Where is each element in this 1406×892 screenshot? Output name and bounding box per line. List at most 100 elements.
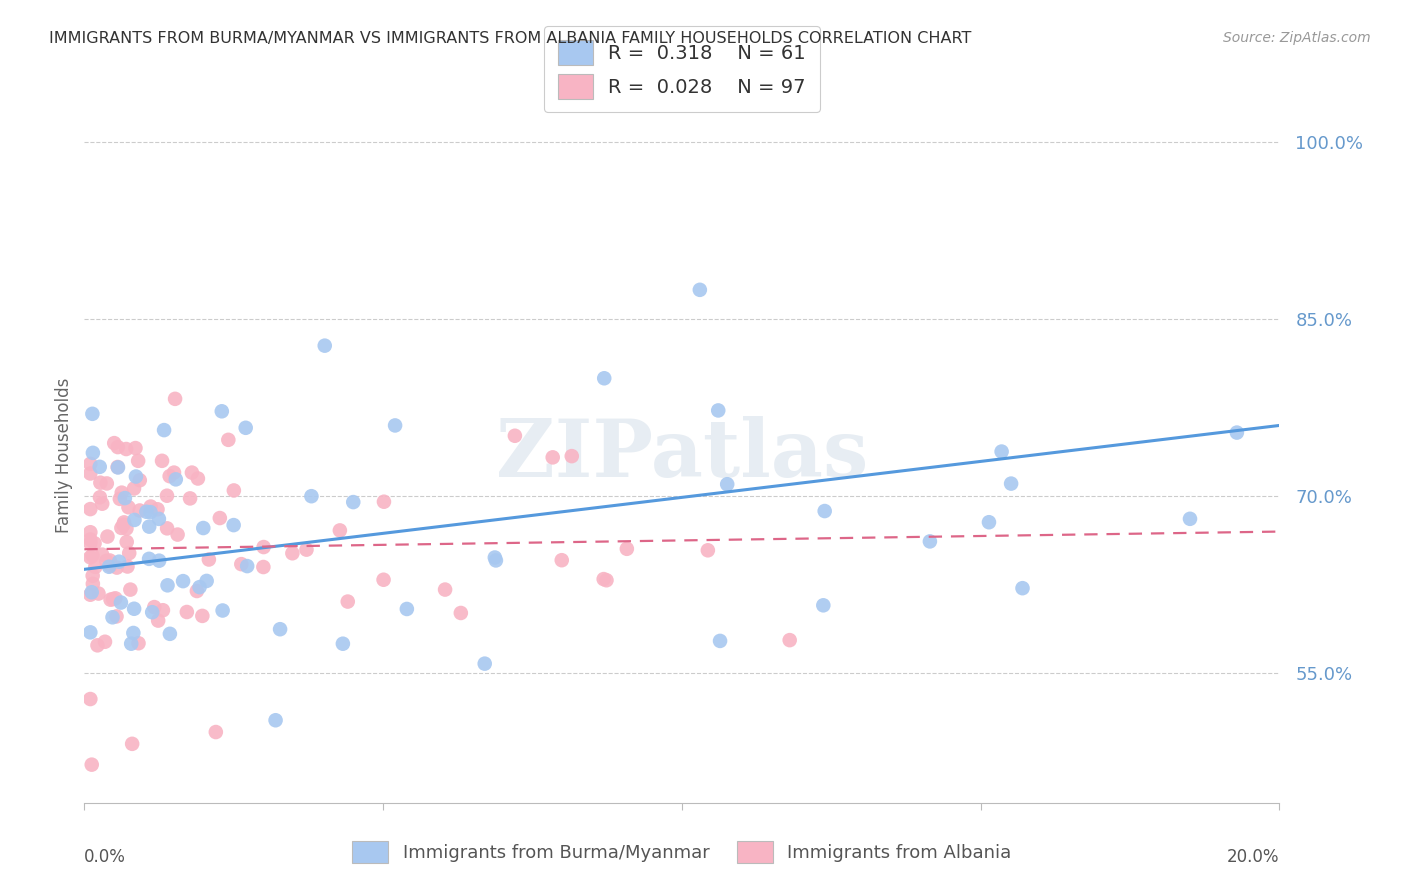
Point	[120, 637, 142, 651]
Point	[98, 553, 121, 567]
Point	[181, 466, 204, 480]
Point	[689, 283, 711, 297]
Point	[79, 588, 101, 602]
Point	[96, 476, 118, 491]
Point	[110, 521, 132, 535]
Point	[176, 605, 198, 619]
Point	[918, 534, 941, 549]
Y-axis label: Family Households: Family Households	[55, 377, 73, 533]
Point	[165, 472, 187, 486]
Point	[503, 429, 526, 443]
Point	[222, 518, 245, 533]
Point	[86, 638, 108, 652]
Point	[990, 444, 1012, 458]
Point	[105, 560, 128, 574]
Point	[191, 608, 214, 623]
Point	[193, 521, 215, 535]
Point	[80, 585, 103, 599]
Point	[139, 500, 162, 514]
Point	[165, 392, 187, 406]
Point	[235, 421, 257, 435]
Point	[264, 713, 287, 727]
Point	[314, 339, 336, 353]
Point	[82, 407, 104, 421]
Point	[541, 450, 564, 465]
Point	[551, 553, 574, 567]
Point	[107, 460, 129, 475]
Point	[332, 637, 354, 651]
Point	[108, 555, 131, 569]
Point	[121, 737, 143, 751]
Point	[100, 592, 122, 607]
Point	[166, 527, 188, 541]
Point	[561, 449, 583, 463]
Point	[395, 602, 418, 616]
Point	[236, 559, 259, 574]
Point	[198, 552, 221, 566]
Point	[100, 558, 122, 573]
Point	[1178, 512, 1201, 526]
Point	[709, 634, 731, 648]
Point	[253, 540, 276, 554]
Point	[91, 497, 114, 511]
Point	[128, 473, 150, 487]
Point	[94, 634, 117, 648]
Point	[148, 512, 170, 526]
Point	[696, 543, 718, 558]
Point	[135, 505, 157, 519]
Point	[124, 441, 146, 455]
Point	[138, 519, 160, 533]
Point	[616, 541, 638, 556]
Point	[101, 592, 124, 607]
Point	[716, 477, 738, 491]
Point	[179, 491, 201, 506]
Point	[172, 574, 194, 588]
Point	[485, 553, 508, 567]
Point	[79, 533, 101, 547]
Point	[329, 524, 352, 538]
Point	[295, 542, 318, 557]
Point	[107, 460, 129, 475]
Point	[384, 418, 406, 433]
Point	[82, 576, 104, 591]
Point	[96, 554, 118, 568]
Point	[707, 403, 730, 417]
Point	[779, 633, 801, 648]
Point	[79, 536, 101, 550]
Point	[150, 454, 173, 468]
Point	[125, 469, 148, 483]
Text: ZIPatlas: ZIPatlas	[496, 416, 868, 494]
Point	[122, 482, 145, 496]
Point	[434, 582, 457, 597]
Point	[143, 600, 166, 615]
Point	[595, 573, 617, 587]
Point	[139, 505, 162, 519]
Point	[82, 568, 104, 582]
Point	[152, 603, 174, 617]
Point	[593, 371, 616, 385]
Point	[105, 609, 128, 624]
Point	[83, 536, 105, 550]
Point	[195, 574, 218, 588]
Point	[217, 433, 239, 447]
Text: Source: ZipAtlas.com: Source: ZipAtlas.com	[1223, 31, 1371, 45]
Point	[82, 549, 104, 563]
Point	[112, 517, 135, 532]
Point	[91, 548, 114, 562]
Point	[87, 586, 110, 600]
Point	[122, 601, 145, 615]
Point	[342, 495, 364, 509]
Point	[163, 466, 186, 480]
Point	[107, 440, 129, 454]
Point	[211, 603, 233, 617]
Point	[115, 522, 138, 536]
Text: IMMIGRANTS FROM BURMA/MYANMAR VS IMMIGRANTS FROM ALBANIA FAMILY HOUSEHOLDS CORRE: IMMIGRANTS FROM BURMA/MYANMAR VS IMMIGRA…	[49, 31, 972, 46]
Point	[138, 552, 160, 566]
Point	[101, 610, 124, 624]
Point	[79, 625, 101, 640]
Point	[79, 502, 101, 516]
Point	[146, 502, 169, 516]
Point	[159, 627, 181, 641]
Point	[96, 530, 118, 544]
Point	[977, 515, 1000, 529]
